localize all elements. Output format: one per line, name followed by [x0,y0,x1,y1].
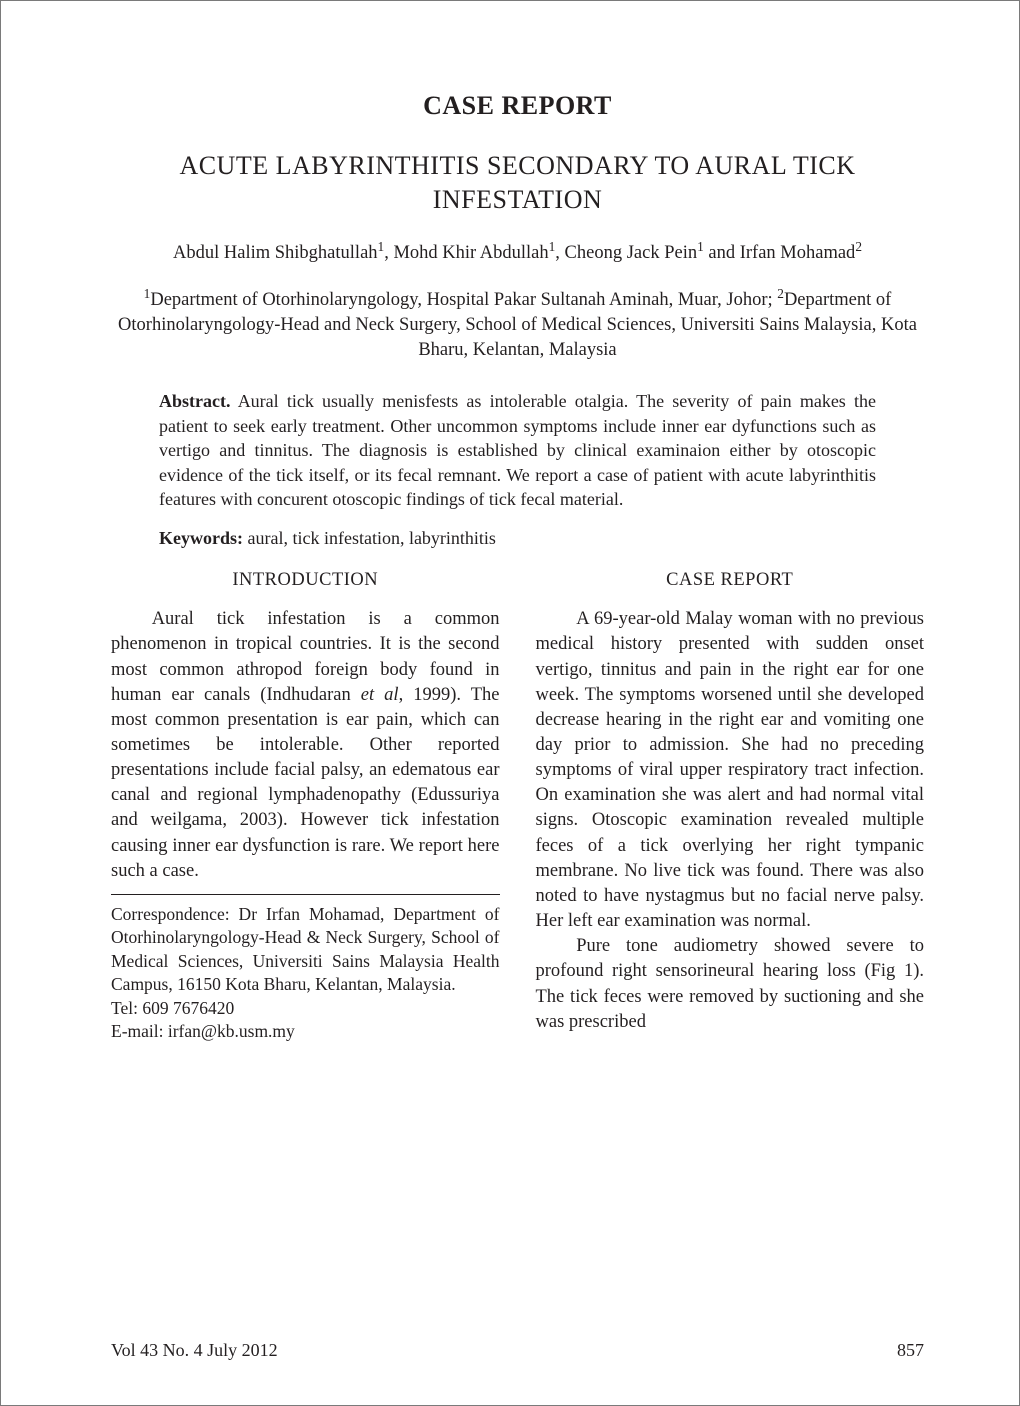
right-column: CASE REPORT A 69-year-old Malay woman wi… [536,570,925,1043]
case-report-paragraph-1: A 69-year-old Malay woman with no previo… [536,607,925,934]
abstract-label: Abstract. [159,391,230,411]
page-footer: Vol 43 No. 4 July 2012 857 [111,1340,924,1361]
correspondence-address: Correspondence: Dr Irfan Mohamad, Depart… [111,904,500,994]
introduction-paragraph: Aural tick infestation is a common pheno… [111,607,500,884]
page: CASE REPORT ACUTE LABYRINTHITIS SECONDAR… [0,0,1020,1406]
article-title: ACUTE LABYRINTHITIS SECONDARY TO AURAL T… [111,149,924,217]
section-label: CASE REPORT [111,91,924,121]
keywords-label: Keywords: [159,528,243,548]
abstract-block: Abstract. Aural tick usually menisfests … [111,389,924,550]
abstract-paragraph: Abstract. Aural tick usually menisfests … [159,389,876,511]
footer-page-number: 857 [897,1340,924,1361]
case-report-paragraph-2: Pure tone audiometry showed severe to pr… [536,934,925,1035]
keywords-paragraph: Keywords: aural, tick infestation, labyr… [159,526,876,550]
abstract-text: Aural tick usually menisfests as intoler… [159,391,876,509]
footer-issue: Vol 43 No. 4 July 2012 [111,1340,278,1361]
case-report-heading: CASE REPORT [536,570,925,591]
left-column: INTRODUCTION Aural tick infestation is a… [111,570,500,1043]
correspondence-tel: Tel: 609 7676420 [111,997,500,1020]
author-list: Abdul Halim Shibghatullah1, Mohd Khir Ab… [111,241,924,267]
keywords-text: aural, tick infestation, labyrinthitis [248,528,496,548]
correspondence-rule [111,894,500,895]
correspondence-block: Correspondence: Dr Irfan Mohamad, Depart… [111,903,500,1044]
two-column-body: INTRODUCTION Aural tick infestation is a… [111,570,924,1043]
affiliations: 1Department of Otorhinolaryngology, Hosp… [111,288,924,363]
correspondence-email: E-mail: irfan@kb.usm.my [111,1020,500,1043]
introduction-heading: INTRODUCTION [111,570,500,591]
